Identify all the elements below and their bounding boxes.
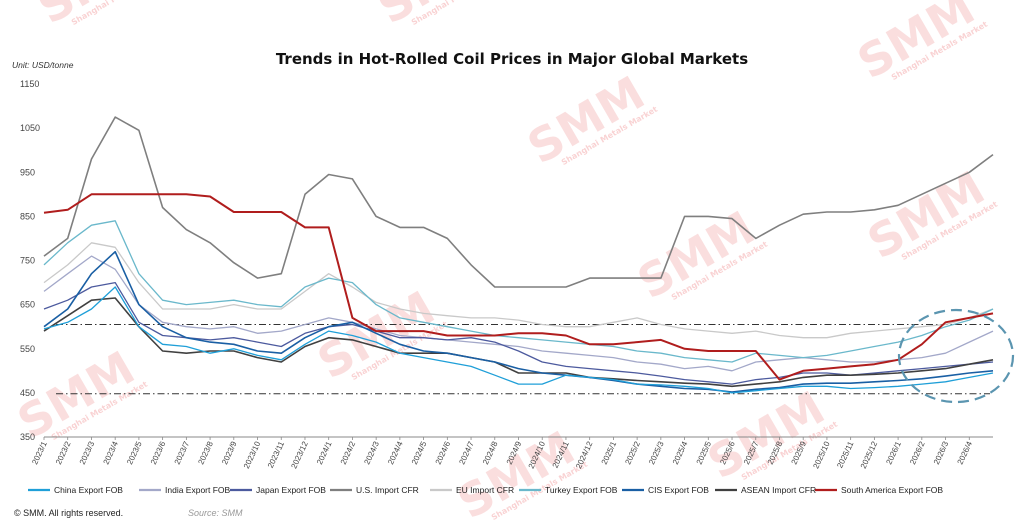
x-tick-label: 2025/4	[671, 440, 690, 466]
legend-item: CIS Export FOB	[622, 485, 709, 495]
x-tick-label: 2023/5	[125, 440, 144, 466]
series-line-asean-import-cfr	[43, 297, 994, 388]
y-tick-label: 1050	[20, 123, 40, 133]
y-tick-label: 650	[20, 300, 35, 310]
x-tick-label: 2023/7	[173, 440, 192, 466]
legend-label: CIS Export FOB	[648, 485, 709, 495]
x-tick-label: 2025/3	[647, 440, 666, 466]
series-line-turkey-export-fob	[43, 220, 994, 363]
legend-item: ASEAN Import CFR	[715, 485, 816, 495]
x-tick-label: 2025/1	[600, 440, 619, 466]
y-tick-label: 450	[20, 388, 35, 398]
legend-label: ASEAN Import CFR	[741, 485, 816, 495]
x-tick-label: 2023/8	[196, 440, 215, 466]
series-line-eu-import-cfr	[43, 242, 994, 339]
x-tick-label: 2023/3	[78, 440, 97, 466]
legend-label: India Export FOB	[165, 485, 231, 495]
source-text: Source: SMM	[188, 508, 243, 518]
x-tick-label: 2023/4	[101, 440, 120, 466]
legend-label: South America Export FOB	[841, 485, 943, 495]
x-tick-label: 2024/6	[434, 440, 453, 466]
legend-item: EU Import CFR	[430, 485, 514, 495]
y-tick-label: 1150	[20, 79, 39, 89]
series-layer	[43, 116, 994, 394]
y-tick-label: 550	[20, 344, 35, 354]
x-tick-label: 2024/3	[362, 440, 381, 466]
legend-label: Japan Export FOB	[256, 485, 326, 495]
series-line-u-s-import-cfr	[43, 116, 994, 288]
x-tick-label: 2026/3	[932, 440, 951, 466]
legend-item: South America Export FOB	[815, 485, 943, 495]
x-tick-label: 2024/2	[339, 440, 358, 466]
chart-title: Trends in Hot-Rolled Coil Prices in Majo…	[276, 50, 748, 68]
reference-lines	[56, 323, 990, 395]
x-tick-label: 2023/6	[149, 440, 168, 466]
y-tick-label: 850	[20, 211, 35, 221]
legend-item: China Export FOB	[28, 485, 123, 495]
x-tick-label: 2025/12	[859, 440, 880, 471]
legend-label: Turkey Export FOB	[545, 485, 618, 495]
unit-label: Unit: USD/tonne	[12, 60, 74, 70]
x-axis: 2023/1 2023/2 2023/3 2023/4 2023/5 2023/6 2023…	[30, 436, 993, 471]
series-line-china-export-fob	[43, 286, 994, 394]
y-tick-label: 350	[20, 432, 35, 442]
x-tick-label: 2026/4	[956, 440, 975, 466]
x-tick-label: 2025/10	[811, 440, 832, 471]
x-tick-label: 2026/2	[908, 440, 927, 466]
x-tick-label: 2024/1	[315, 440, 334, 466]
y-tick-label: 950	[20, 167, 35, 177]
watermark-logo: SMM	[849, 0, 984, 90]
legend-label: EU Import CFR	[456, 485, 514, 495]
legend-item: Turkey Export FOB	[519, 485, 618, 495]
series-line-south-america-export-fob	[43, 193, 994, 381]
x-tick-label: 2023/9	[220, 440, 239, 466]
legend: China Export FOB India Export FOB Japan Ex…	[28, 485, 943, 495]
copyright-text: © SMM. All rights reserved.	[14, 508, 123, 518]
x-tick-label: 2025/11	[835, 440, 855, 470]
legend-item: India Export FOB	[139, 485, 231, 495]
x-tick-label: 2025/2	[623, 440, 642, 466]
x-tick-label: 2023/11	[266, 440, 286, 470]
highlight-ellipse	[897, 308, 1015, 404]
legend-label: U.S. Import CFR	[356, 485, 419, 495]
legend-label: China Export FOB	[54, 485, 123, 495]
legend-item: U.S. Import CFR	[330, 485, 419, 495]
legend-item: Japan Export FOB	[230, 485, 326, 495]
series-line-japan-export-fob	[43, 281, 994, 385]
x-tick-label: 2023/2	[54, 440, 73, 466]
x-tick-label: 2024/5	[410, 440, 429, 466]
x-tick-label: 2023/12	[289, 440, 310, 471]
x-tick-label: 2024/4	[386, 440, 405, 466]
series-line-cis-export-fob	[43, 250, 994, 393]
series-line-india-export-fob	[43, 255, 994, 372]
x-tick-label: 2024/7	[457, 440, 476, 466]
x-tick-label: 2026/1	[884, 440, 903, 466]
y-axis: 350 450 550 650 750 850 950 1050 1150	[20, 79, 40, 442]
x-tick-label: 2023/10	[242, 440, 263, 471]
y-tick-label: 750	[20, 256, 35, 266]
